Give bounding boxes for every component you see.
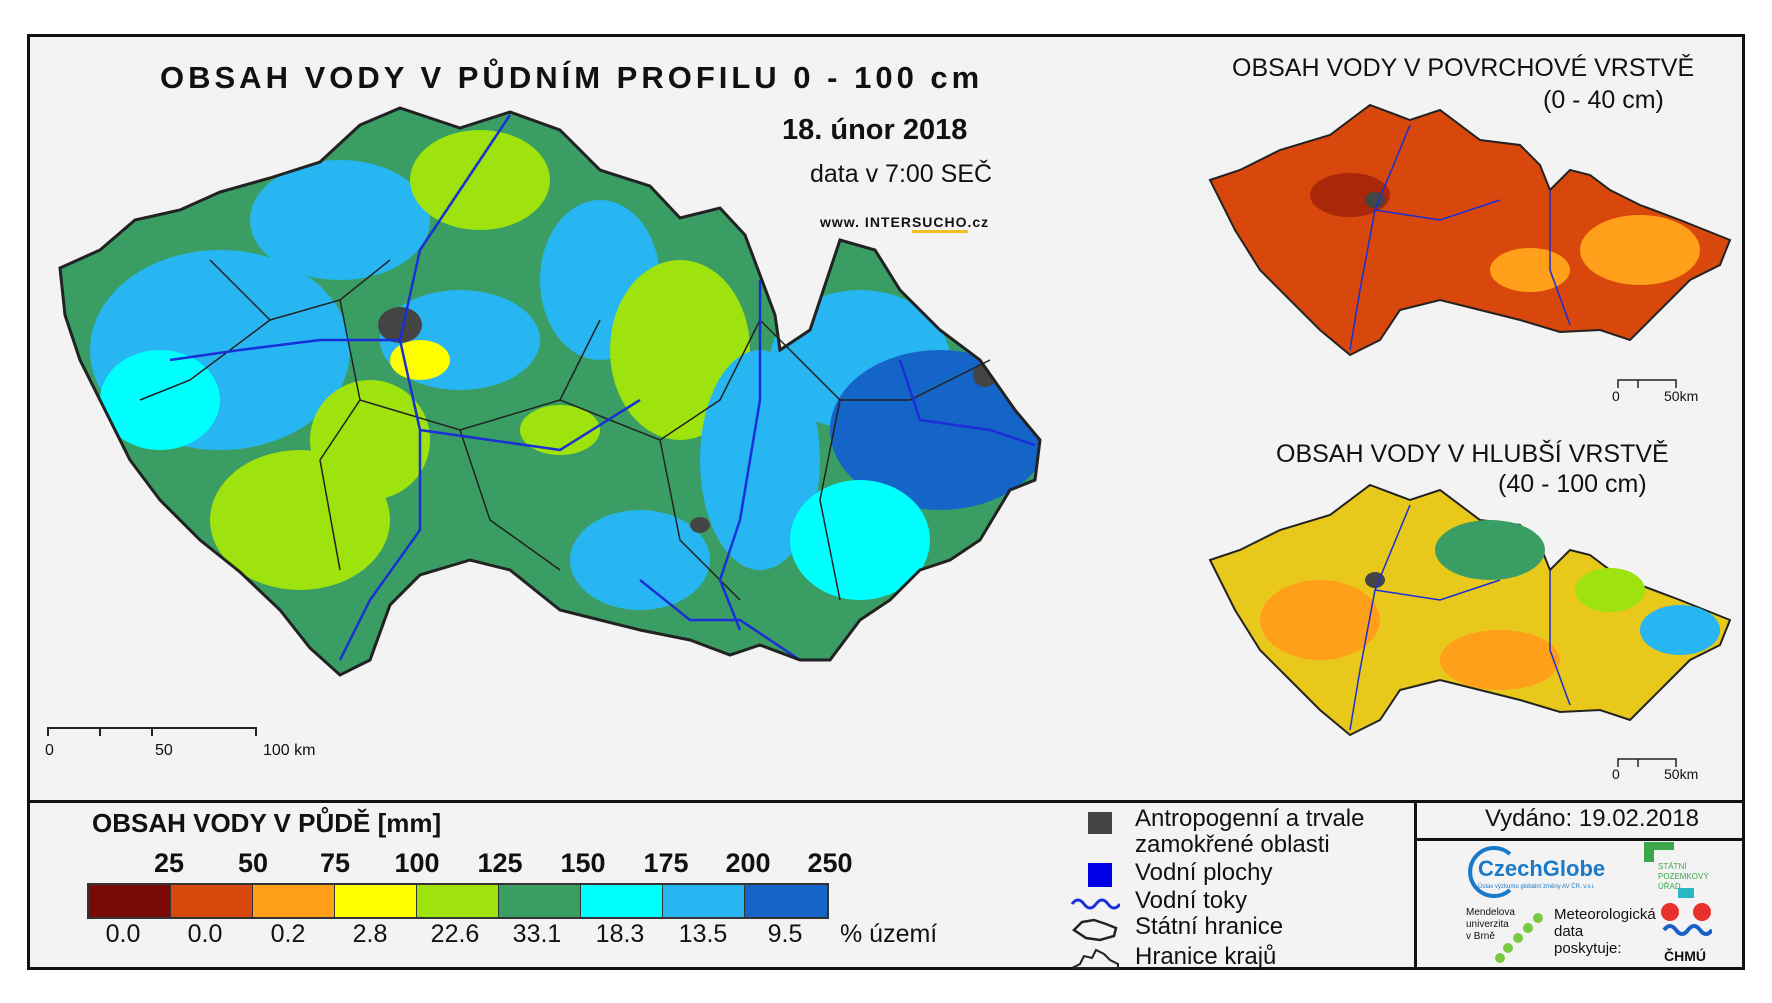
inset-deep-scale (1617, 758, 1677, 767)
inset-surface-title: OBSAH VODY V POVRCHOVÉ VRSTVĚ (1232, 54, 1695, 82)
meteo-line-1: Meteorologická (1554, 906, 1656, 923)
mendel-logo: Mendelova univerzita v Brně (1466, 907, 1515, 943)
main-scale-label-0: 0 (45, 742, 54, 759)
mendel-dots-icon (1495, 913, 1543, 963)
main-map-region-borders (139, 259, 991, 601)
mendel-line-1: Mendelova (1466, 907, 1515, 918)
inset-deep-title: OBSAH VODY V HLUBŠÍ VRSTVĚ (1276, 440, 1669, 468)
chmu-logo-icon (1661, 888, 1712, 936)
legend-break: 125 (477, 848, 523, 878)
inset-surface-zones (1310, 173, 1700, 292)
issuer-divider (1414, 838, 1745, 841)
legend-swatch (89, 885, 171, 917)
meteo-line-3: poskytuje: (1554, 940, 1622, 957)
meteo-line-2: data (1554, 923, 1584, 940)
url-accent: SUCHO (911, 214, 968, 233)
legend-title: OBSAH VODY V PŮDĚ [mm] (92, 808, 442, 838)
url-suffix: .cz (967, 214, 990, 230)
legend-break: 250 (807, 848, 853, 878)
main-soil-moisture-map (58, 106, 1042, 677)
inset-deep-zones (1260, 520, 1720, 690)
inset-deep-subtitle: (40 - 100 cm) (1498, 470, 1647, 498)
legend-break: 100 (394, 848, 440, 878)
map-title: OBSAH VODY V PŮDNÍM PROFILU 0 - 100 cm (160, 60, 984, 95)
legend-break: 50 (237, 848, 269, 878)
inset-deep-rivers (1349, 504, 1571, 731)
inset-deep-map (1208, 483, 1732, 737)
legend-break: 75 (319, 848, 351, 878)
symbol-legend: Antropogenní a trvale zamokřené oblasti … (1070, 800, 1410, 970)
legend-percent: 18.3 (595, 920, 645, 948)
rivers-label: Vodní toky (1135, 887, 1248, 914)
water-bodies-label: Vodní plochy (1135, 859, 1273, 886)
inset-deep-scale-0: 0 (1612, 766, 1620, 782)
czechglobe-logo: CzechGlobe (1478, 856, 1606, 881)
legend-panel (27, 800, 1745, 970)
legend-percent: 33.1 (512, 920, 562, 948)
water-body-icon (1088, 863, 1112, 887)
inset-deep-country-fill (1208, 483, 1732, 737)
legend-percent: 0.0 (187, 920, 223, 948)
legend-percent: 0.0 (105, 920, 141, 948)
inset-surface-scale-0: 0 (1612, 388, 1620, 404)
legend-percent: 13.5 (678, 920, 728, 948)
legend-percent: 9.5 (767, 920, 803, 948)
main-map-moisture-zones (90, 130, 1040, 610)
legend-percent-unit: % území (840, 920, 938, 948)
inset-surface-map (1208, 103, 1732, 357)
main-map-state-border (58, 106, 1042, 677)
mendel-line-2: univerzita (1466, 919, 1509, 930)
inset-surface-scale-50: 50km (1664, 388, 1699, 404)
inset-surface-rivers (1349, 124, 1571, 351)
legend-swatch (745, 885, 827, 917)
spu-line-3: ÚŘAD (1658, 882, 1681, 891)
spu-line-1: STÁTNÍ (1658, 862, 1687, 871)
main-scale-label-100: 100 km (263, 742, 316, 759)
main-map-rivers (169, 114, 1036, 662)
spu-logo-icon (1644, 842, 1674, 862)
main-scale-bar (47, 727, 257, 736)
legend-swatch (499, 885, 581, 917)
website-link[interactable]: www. INTERSUCHO.cz (820, 214, 990, 233)
meteo-provider-text: Meteorologická data poskytuje: (1554, 906, 1656, 957)
inset-deep-scale-50: 50km (1664, 766, 1699, 782)
legend-break: 175 (643, 848, 689, 878)
czechglobe-logo-icon (1468, 846, 1512, 898)
inset-surface-country-fill (1208, 103, 1732, 357)
region-border-icon (1071, 948, 1119, 969)
anthropogenic-area-icon (1088, 812, 1112, 834)
legend-swatch (335, 885, 417, 917)
legend-break: 150 (560, 848, 606, 878)
url-prefix: www. INTER (820, 214, 912, 230)
legend-swatch (171, 885, 253, 917)
legend-break: 25 (153, 848, 185, 878)
spu-logo: STÁTNÍ POZEMKOVÝ ÚŘAD (1658, 862, 1709, 892)
legend-percent: 0.2 (270, 920, 306, 948)
legend-swatch (253, 885, 335, 917)
legend-percent: 22.6 (430, 920, 480, 948)
legend-swatch (663, 885, 745, 917)
main-scale-label-50: 50 (155, 742, 173, 759)
legend-swatch (581, 885, 663, 917)
mendel-line-3: v Brně (1466, 931, 1495, 942)
legend-color-ramp (87, 883, 829, 919)
issued-date: Vydáno: 19.02.2018 (1485, 805, 1699, 832)
map-time: data v 7:00 SEČ (810, 160, 993, 188)
region-border-label: Hranice krajů (1135, 943, 1277, 970)
chmu-logo: ČHMÚ (1664, 948, 1706, 964)
map-date: 18. únor 2018 (782, 114, 968, 146)
legend-swatch (417, 885, 499, 917)
inset-surface-subtitle: (0 - 40 cm) (1543, 86, 1664, 114)
inset-surface-scale (1617, 379, 1677, 388)
state-border-icon (1072, 918, 1118, 942)
issuer-panel (1414, 800, 1745, 970)
legend-break: 200 (725, 848, 771, 878)
river-icon (1070, 898, 1120, 910)
legend-percent: 2.8 (352, 920, 388, 948)
anthropogenic-label-1: Antropogenní a trvale (1135, 805, 1365, 832)
czechglobe-subtitle: Ústav výzkumu globální změny AV ČR, v.v.… (1478, 884, 1595, 890)
anthropogenic-label-2: zamokřené oblasti (1135, 831, 1330, 858)
state-border-label: Státní hranice (1135, 913, 1284, 940)
spu-line-2: POZEMKOVÝ (1658, 872, 1709, 881)
